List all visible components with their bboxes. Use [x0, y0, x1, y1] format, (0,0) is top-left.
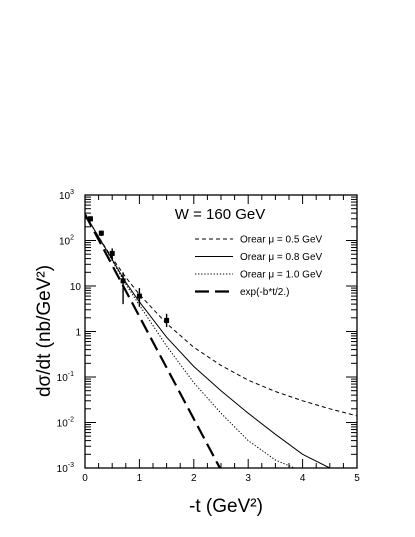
legend-label: Orear μ = 0.5 GeV	[240, 235, 323, 246]
data-point	[164, 317, 170, 323]
plot-frame	[84, 194, 358, 469]
x-tick-label: 1	[137, 473, 143, 484]
x-tick-label: 5	[354, 473, 360, 484]
data-points	[87, 216, 170, 328]
data-point	[120, 278, 126, 284]
x-tick-label: 0	[82, 473, 88, 484]
x-tick-label: 3	[245, 473, 251, 484]
y-tick-exponent: 2	[70, 235, 74, 242]
y-tick-label: 1	[75, 328, 81, 339]
y-tick-exponent: -3	[68, 462, 74, 469]
y-tick-label: 103	[59, 189, 74, 202]
y-tick-exponent: -1	[68, 371, 74, 378]
chart-title: W = 160 GeV	[175, 206, 265, 223]
legend: Orear μ = 0.5 GeV Orear μ = 0.8 GeV Orear …	[195, 235, 323, 298]
x-tick-label: 2	[191, 473, 197, 484]
y-tick-label: 10-2	[57, 417, 74, 430]
data-point	[87, 216, 93, 222]
data-point	[109, 250, 115, 256]
x-tick-label: 4	[300, 473, 306, 484]
legend-label: Orear μ = 0.8 GeV	[240, 252, 323, 263]
y-tick-label: 10-1	[57, 371, 74, 384]
y-axis-label: dσ/dt (nb/GeV²)	[34, 265, 55, 397]
series-line	[85, 213, 221, 468]
y-tick-exponent: -2	[68, 417, 74, 424]
y-tick-label: 10	[70, 282, 82, 293]
series-line	[85, 213, 295, 468]
tick-labels: 0 1 2 3 4 5 10-3 10-2 10-1 1 10 102 103	[57, 189, 361, 484]
x-axis-label: -t (GeV²)	[189, 496, 263, 517]
axis-ticks	[84, 195, 358, 469]
legend-label: exp(-b*t/2.)	[240, 287, 289, 298]
y-tick-label: 10-3	[57, 462, 74, 475]
data-point	[98, 230, 104, 236]
data-point	[136, 293, 142, 299]
y-tick-label: 102	[59, 235, 74, 248]
legend-label: Orear μ = 1.0 GeV	[240, 270, 323, 281]
y-tick-exponent: 3	[70, 189, 74, 196]
